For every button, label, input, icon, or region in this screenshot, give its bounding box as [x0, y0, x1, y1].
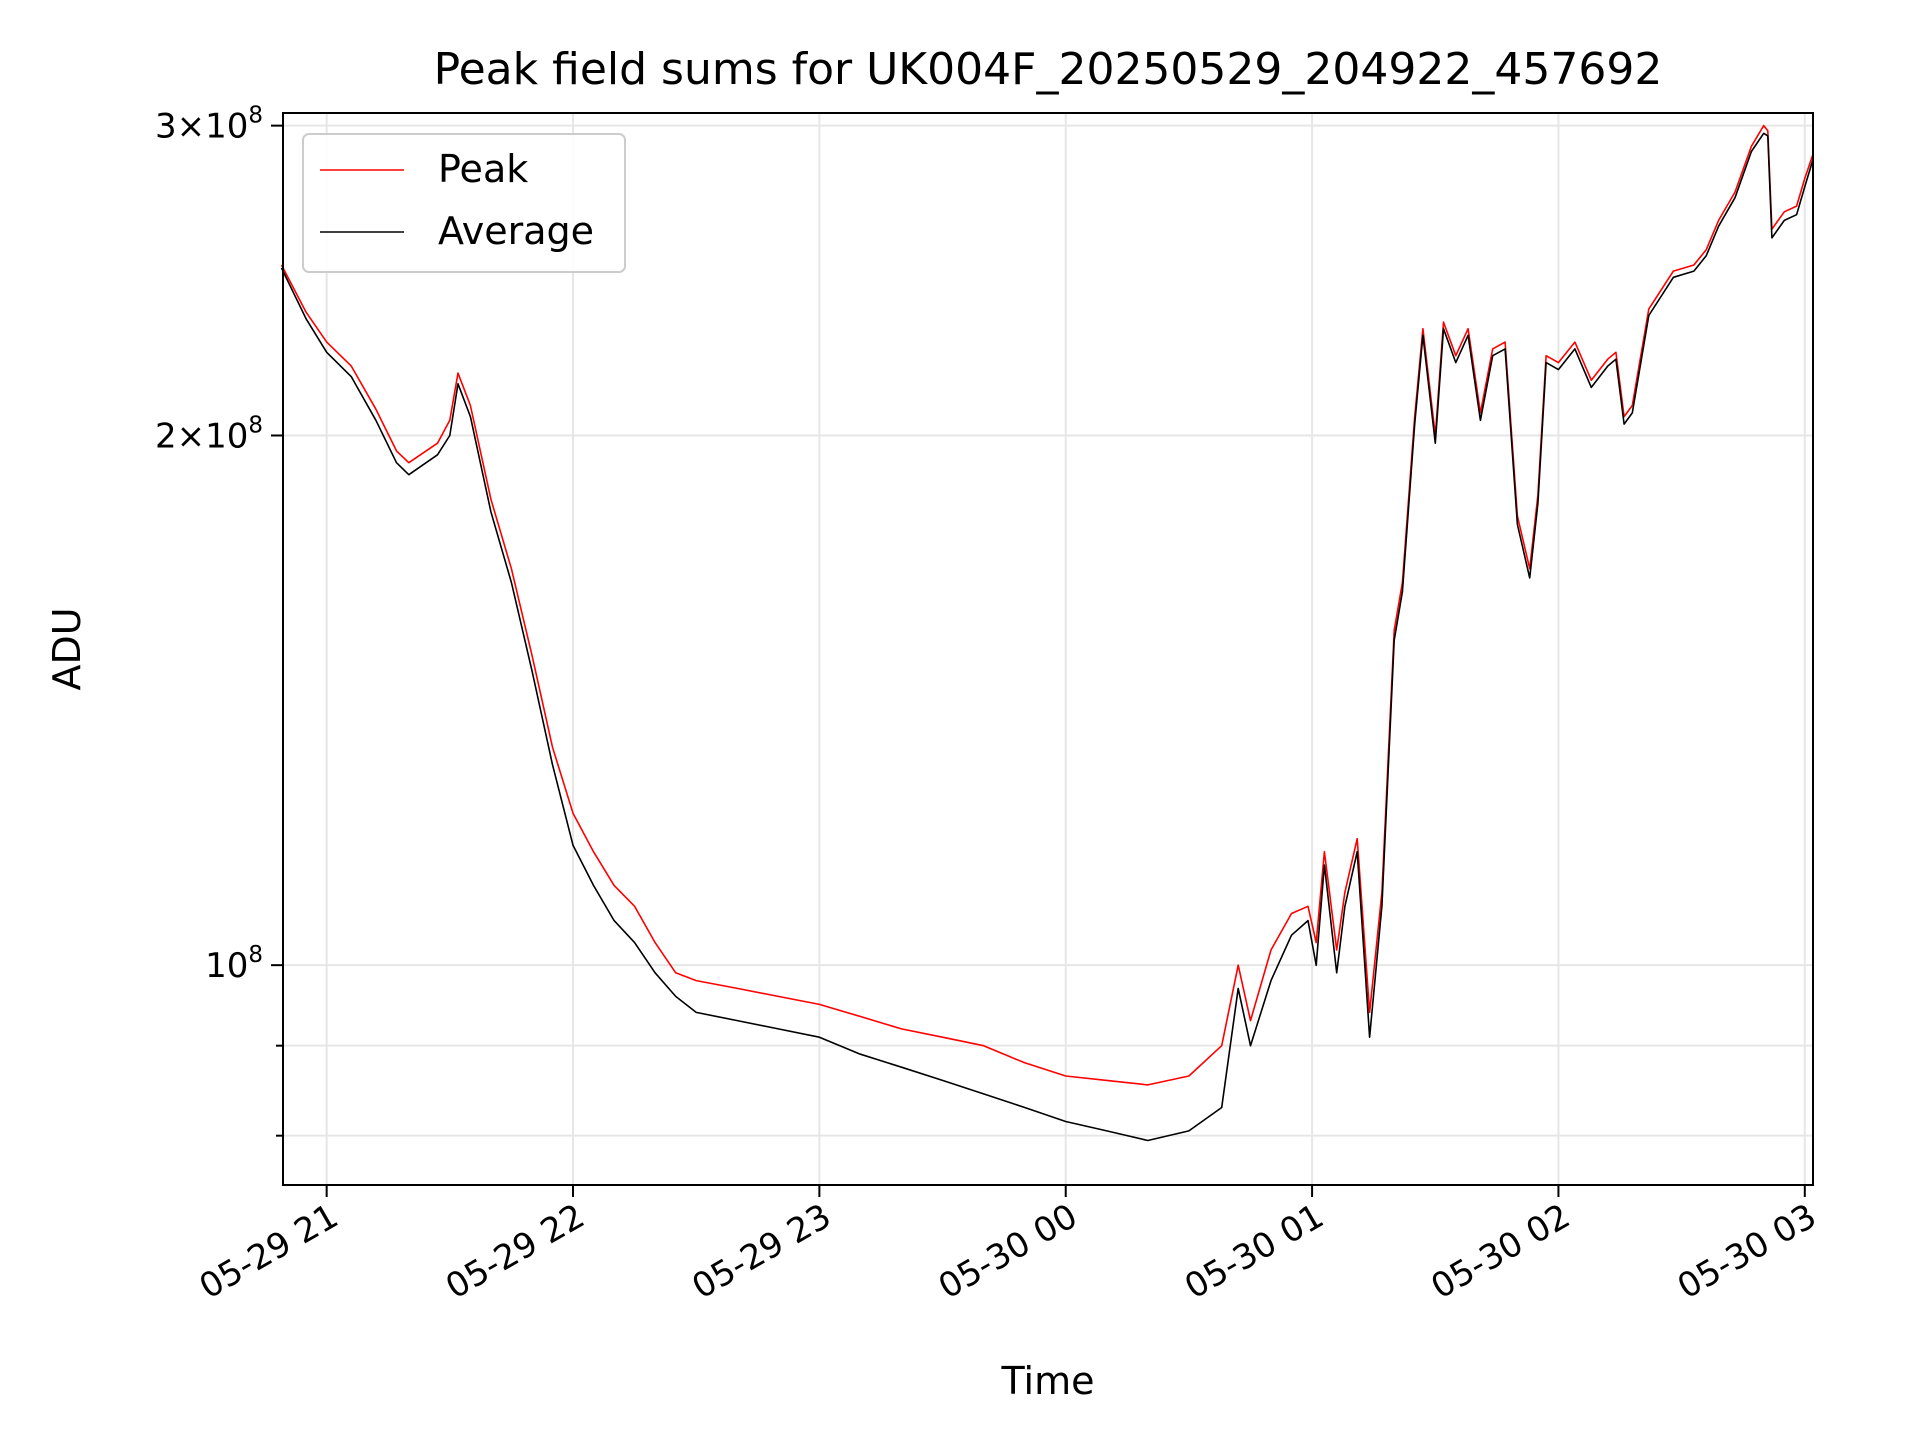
y-axis-label: ADU — [45, 607, 89, 690]
grid — [283, 113, 1813, 1185]
y-axis: 108 2×108 3×108 — [155, 103, 283, 1137]
plot-frame — [282, 112, 1814, 1186]
legend-label-peak: Peak — [438, 147, 528, 191]
y-tick-label: 2×108 — [155, 412, 263, 456]
x-axis-label: Time — [1001, 1359, 1095, 1403]
series-line-average — [280, 132, 1814, 1142]
series-line-peak — [280, 124, 1814, 1086]
chart-title: Peak field sums for UK004F_20250529_2049… — [434, 44, 1663, 95]
legend-box — [302, 133, 626, 273]
legend: Peak Average — [302, 133, 626, 273]
series-layer — [280, 124, 1814, 1142]
legend-label-average: Average — [438, 209, 594, 253]
y-tick-label: 3×108 — [155, 103, 263, 147]
y-tick-label: 108 — [205, 942, 263, 986]
